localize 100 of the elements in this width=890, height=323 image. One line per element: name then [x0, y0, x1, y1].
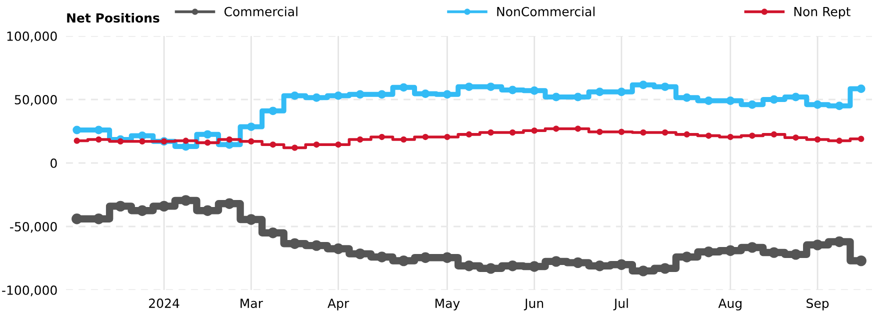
- point: [203, 130, 212, 139]
- point: [115, 200, 126, 212]
- point: [290, 91, 299, 100]
- point: [442, 252, 453, 263]
- point: [770, 95, 778, 104]
- y-tick-label: 0: [50, 158, 57, 168]
- point: [312, 93, 321, 102]
- point: [684, 131, 690, 138]
- point: [790, 249, 802, 260]
- point: [617, 88, 626, 96]
- point: [768, 247, 780, 258]
- point: [93, 214, 104, 224]
- point: [858, 136, 864, 142]
- point: [488, 129, 494, 136]
- point: [638, 266, 649, 276]
- point: [814, 136, 821, 143]
- point: [94, 126, 103, 134]
- point: [594, 260, 606, 272]
- point: [138, 131, 146, 140]
- point: [354, 248, 366, 260]
- y-tick-label: -100,000: [2, 285, 57, 296]
- point: [202, 205, 213, 216]
- legend-label: Non Rept: [794, 7, 850, 19]
- point: [136, 205, 148, 216]
- y-tick-label: 100,000: [7, 31, 57, 42]
- legend-title: Net Positions: [67, 12, 160, 23]
- point: [529, 261, 540, 272]
- point: [856, 84, 866, 93]
- point: [835, 102, 844, 110]
- point: [596, 128, 603, 136]
- point: [270, 141, 276, 148]
- point: [640, 129, 646, 136]
- point: [509, 129, 516, 136]
- legend-label: NonCommercial: [497, 6, 595, 16]
- point: [158, 200, 170, 212]
- point: [836, 138, 842, 144]
- point: [72, 214, 82, 224]
- point: [313, 141, 320, 148]
- point: [682, 93, 692, 102]
- x-tick-label: May: [436, 298, 460, 310]
- point: [139, 138, 146, 145]
- point: [399, 83, 408, 92]
- x-tick-label: Apr: [328, 298, 350, 310]
- x-tick-label: Jun: [524, 298, 544, 310]
- point: [289, 238, 300, 249]
- point: [442, 90, 452, 99]
- point: [485, 263, 496, 274]
- point: [311, 240, 322, 251]
- point: [246, 214, 257, 225]
- point: [749, 132, 756, 139]
- point: [574, 92, 582, 102]
- point: [792, 134, 799, 141]
- point: [812, 240, 823, 250]
- point: [705, 132, 712, 139]
- point: [398, 255, 409, 266]
- point: [332, 243, 344, 254]
- point: [96, 136, 102, 143]
- point: [552, 92, 560, 102]
- point: [746, 242, 758, 253]
- point: [574, 126, 582, 132]
- point: [268, 228, 278, 238]
- point: [334, 91, 343, 100]
- point: [464, 82, 474, 92]
- point: [748, 100, 756, 109]
- point: [639, 80, 648, 90]
- point: [74, 138, 80, 144]
- x-tick-label: 2024: [149, 298, 180, 308]
- point: [792, 92, 800, 102]
- point: [704, 96, 713, 106]
- point: [813, 100, 822, 109]
- point: [725, 245, 736, 256]
- point: [378, 134, 385, 140]
- point: [400, 136, 407, 143]
- point: [72, 126, 82, 134]
- x-tick-label: Mar: [240, 298, 263, 308]
- x-tick-label: Sep: [806, 298, 829, 310]
- point: [117, 138, 124, 145]
- point: [248, 138, 254, 145]
- point: [618, 128, 625, 136]
- point: [508, 86, 517, 94]
- point: [182, 142, 190, 151]
- point: [422, 134, 429, 140]
- point: [703, 246, 714, 258]
- point: [335, 141, 342, 148]
- legend-label: Commercial: [224, 6, 298, 16]
- y-tick-label: -50,000: [10, 222, 57, 233]
- point: [246, 122, 256, 132]
- point: [292, 144, 298, 151]
- point: [616, 259, 627, 270]
- x-tick-label: Aug: [718, 298, 742, 310]
- point: [486, 82, 496, 92]
- point: [727, 134, 734, 140]
- point: [466, 131, 472, 138]
- point: [180, 195, 192, 206]
- point: [420, 252, 431, 263]
- point: [681, 252, 692, 262]
- point: [856, 255, 866, 266]
- point: [268, 106, 278, 116]
- point: [726, 96, 735, 106]
- point: [572, 257, 584, 268]
